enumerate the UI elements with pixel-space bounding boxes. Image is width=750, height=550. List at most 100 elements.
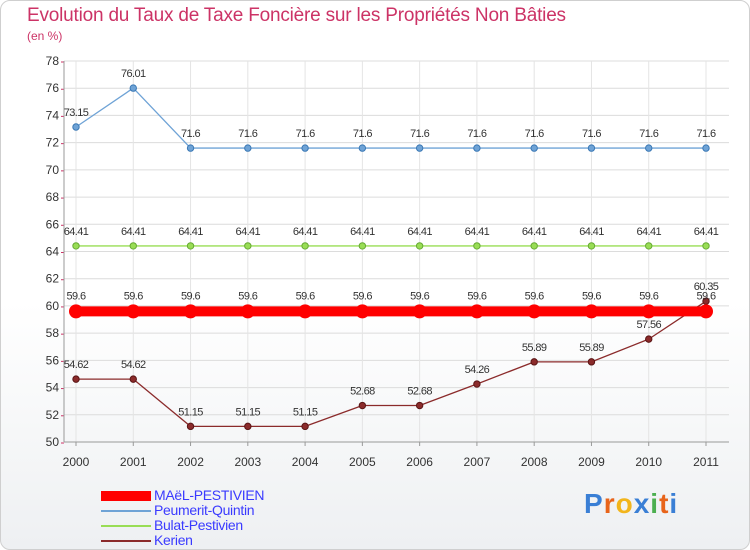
data-label: 54.62 [121, 359, 146, 371]
data-label: 64.41 [694, 226, 719, 238]
y-tick-label: 56 [46, 353, 60, 367]
data-label: 59.6 [353, 290, 372, 302]
data-point [129, 375, 137, 383]
x-tick-label: 2004 [292, 455, 319, 469]
data-label: 59.6 [238, 290, 257, 302]
data-label: 55.89 [522, 342, 547, 354]
brand-logo: Proxiti [584, 488, 678, 520]
x-tick-label: 2008 [521, 455, 548, 469]
legend-label: MAëL-PESTIVIEN [154, 487, 265, 503]
data-point [355, 304, 370, 319]
legend-swatch [101, 525, 151, 527]
data-label: 55.89 [579, 342, 604, 354]
legend-label: Kerien [154, 532, 193, 548]
data-point [641, 304, 656, 319]
y-tick-label: 58 [46, 326, 60, 340]
y-tick-label: 78 [46, 54, 60, 68]
y-tick-label: 64 [46, 245, 60, 259]
data-point [587, 144, 596, 152]
data-point [473, 380, 481, 388]
data-label: 71.6 [467, 128, 486, 140]
data-point [69, 304, 83, 319]
data-label: 59.6 [410, 290, 429, 302]
y-tick-label: 76 [46, 81, 60, 95]
y-tick-label: 62 [46, 272, 60, 286]
data-point [587, 358, 596, 366]
data-label: 64.41 [636, 226, 661, 238]
brand-letter: P [584, 488, 604, 519]
data-point [72, 375, 80, 383]
x-tick-label: 2000 [63, 455, 90, 469]
chart-title: Evolution du Taux de Taxe Foncière sur l… [27, 5, 566, 26]
data-point [298, 304, 313, 319]
data-point [473, 242, 481, 250]
data-label: 59.6 [582, 290, 601, 302]
data-label: 51.15 [236, 406, 261, 418]
data-point [358, 242, 367, 250]
series-line-1 [75, 87, 706, 149]
data-label: 64.41 [522, 226, 547, 238]
data-label: 76.01 [121, 68, 146, 80]
data-point [645, 144, 653, 152]
legend-label: Bulat-Pestivien [154, 517, 243, 533]
data-point [301, 242, 309, 250]
data-point [186, 144, 195, 152]
legend-swatch [101, 540, 151, 542]
data-point [186, 422, 195, 431]
data-label: 59.6 [696, 290, 715, 302]
data-label: 51.15 [178, 406, 203, 418]
y-tick-label: 50 [46, 435, 60, 449]
data-label: 59.6 [124, 290, 143, 302]
data-point [702, 297, 710, 305]
brand-letter: x [633, 488, 651, 519]
data-label: 64.41 [236, 226, 261, 238]
y-tick-label: 70 [46, 163, 60, 177]
data-point [415, 242, 424, 250]
data-point [358, 401, 367, 410]
y-tick-label: 66 [46, 217, 60, 231]
y-tick-label: 72 [46, 136, 60, 150]
data-point [240, 304, 255, 319]
data-point [72, 242, 80, 250]
legend-swatch [101, 491, 151, 501]
data-label: 64.41 [178, 226, 203, 238]
data-point [301, 422, 309, 431]
data-point [530, 242, 538, 250]
x-tick-label: 2006 [406, 455, 433, 469]
x-tick-label: 2011 [693, 455, 719, 469]
data-point [469, 304, 484, 319]
data-label: 59.6 [181, 290, 200, 302]
x-tick-label: 2010 [635, 455, 662, 469]
brand-letter: i [669, 488, 679, 519]
data-label: 71.6 [353, 128, 372, 140]
data-point [699, 304, 713, 319]
data-label: 59.6 [525, 290, 544, 302]
data-label: 64.41 [293, 226, 318, 238]
data-label: 71.6 [696, 128, 715, 140]
brand-letter: o [615, 488, 634, 519]
data-point [702, 242, 710, 250]
data-label: 71.6 [238, 128, 257, 140]
x-tick-label: 2005 [349, 455, 376, 469]
data-label: 71.6 [525, 128, 544, 140]
data-label: 54.26 [465, 364, 490, 376]
data-point [702, 144, 710, 152]
chart-unit-label: (en %) [27, 29, 63, 43]
x-tick-label: 2007 [464, 455, 491, 469]
x-tick-label: 2001 [120, 455, 147, 469]
data-point [244, 422, 252, 431]
data-label: 59.6 [467, 290, 486, 302]
data-label: 64.41 [579, 226, 604, 238]
x-tick-label: 2002 [177, 455, 204, 469]
data-label: 71.6 [181, 128, 200, 140]
data-point [415, 401, 424, 410]
data-point [301, 144, 309, 152]
data-point [72, 123, 80, 131]
data-label: 59.6 [639, 290, 658, 302]
data-point [129, 84, 137, 92]
x-tick-label: 2009 [578, 455, 605, 469]
data-label: 60.35 [694, 281, 719, 293]
data-label: 64.41 [64, 226, 89, 238]
data-label: 59.6 [66, 290, 85, 302]
